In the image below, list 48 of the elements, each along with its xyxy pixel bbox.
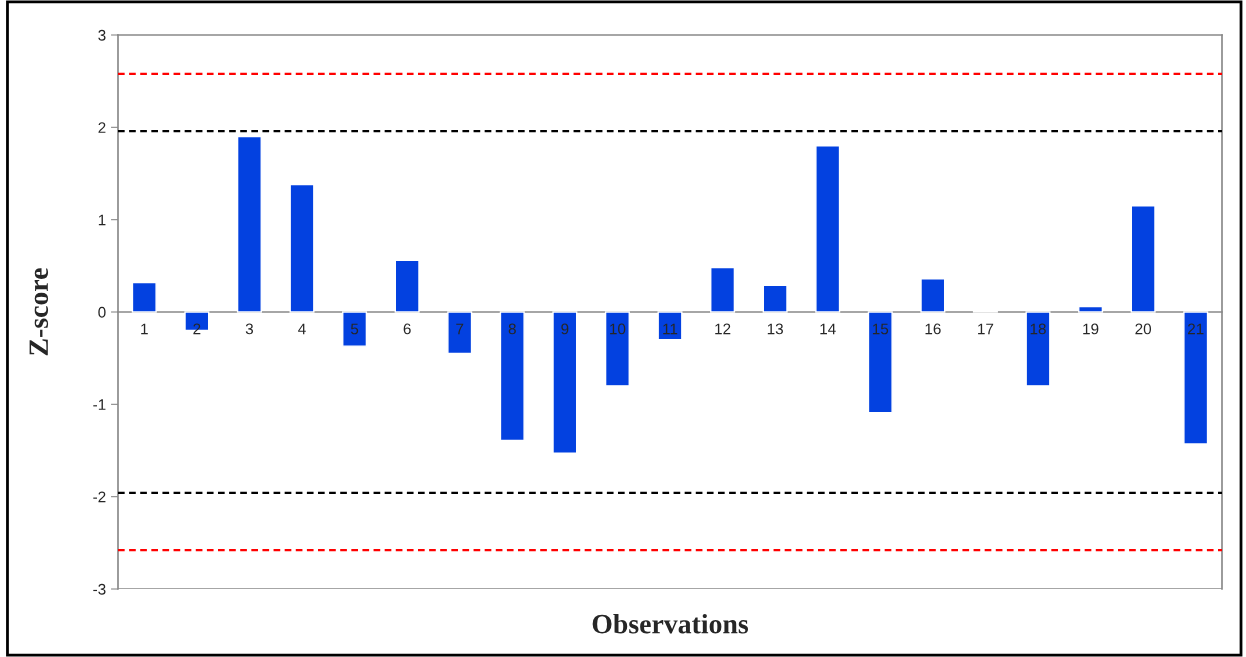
bar (815, 145, 841, 313)
x-tick-label: 1 (141, 323, 148, 335)
y-axis-title: Z-score (29, 268, 49, 356)
bar (131, 281, 157, 313)
x-tick-label: 19 (1083, 323, 1099, 335)
x-tick-label: 3 (245, 323, 254, 335)
bar (289, 183, 315, 313)
y-tick-label: 1 (98, 214, 106, 226)
x-tick-label: 14 (820, 323, 836, 335)
bar (236, 135, 262, 313)
x-tick-label: 17 (978, 323, 994, 335)
bar (1183, 311, 1209, 445)
bar (342, 311, 368, 347)
y-tick-label: -1 (93, 399, 106, 410)
x-tick-label: 21 (1187, 323, 1204, 335)
x-tick-label: 12 (715, 323, 731, 335)
x-tick-label: 5 (350, 323, 359, 335)
x-tick-label: 7 (456, 323, 464, 335)
bar (604, 311, 630, 387)
y-tick-label: -2 (93, 491, 106, 503)
x-tick-label: 8 (508, 323, 516, 335)
x-tick-label: 18 (1030, 323, 1046, 335)
bar (499, 311, 525, 442)
bar (657, 311, 683, 341)
bar (867, 311, 893, 414)
y-tick-label: 0 (98, 306, 106, 318)
y-tick-label: 3 (98, 29, 106, 41)
x-tick-label: 10 (610, 323, 626, 335)
bar (447, 311, 473, 355)
y-tick-label: 2 (98, 122, 106, 133)
x-tick-label: 9 (561, 323, 569, 335)
bar (762, 284, 788, 313)
x-axis-title: Observations (592, 613, 749, 634)
x-tick-label: 15 (872, 323, 889, 335)
x-tick-label: 11 (663, 323, 678, 335)
bar (394, 259, 420, 313)
x-tick-label: 6 (403, 323, 411, 335)
bar (920, 278, 946, 313)
bar (1025, 311, 1051, 387)
bar (552, 311, 578, 454)
x-tick-label: 20 (1135, 323, 1152, 335)
bar (1130, 205, 1156, 313)
bar (710, 266, 736, 313)
x-tick-label: 13 (767, 323, 783, 335)
x-tick-label: 16 (925, 323, 941, 335)
y-tick-label: -3 (93, 583, 106, 595)
x-tick-label: 4 (298, 323, 306, 335)
bar (1078, 305, 1104, 313)
